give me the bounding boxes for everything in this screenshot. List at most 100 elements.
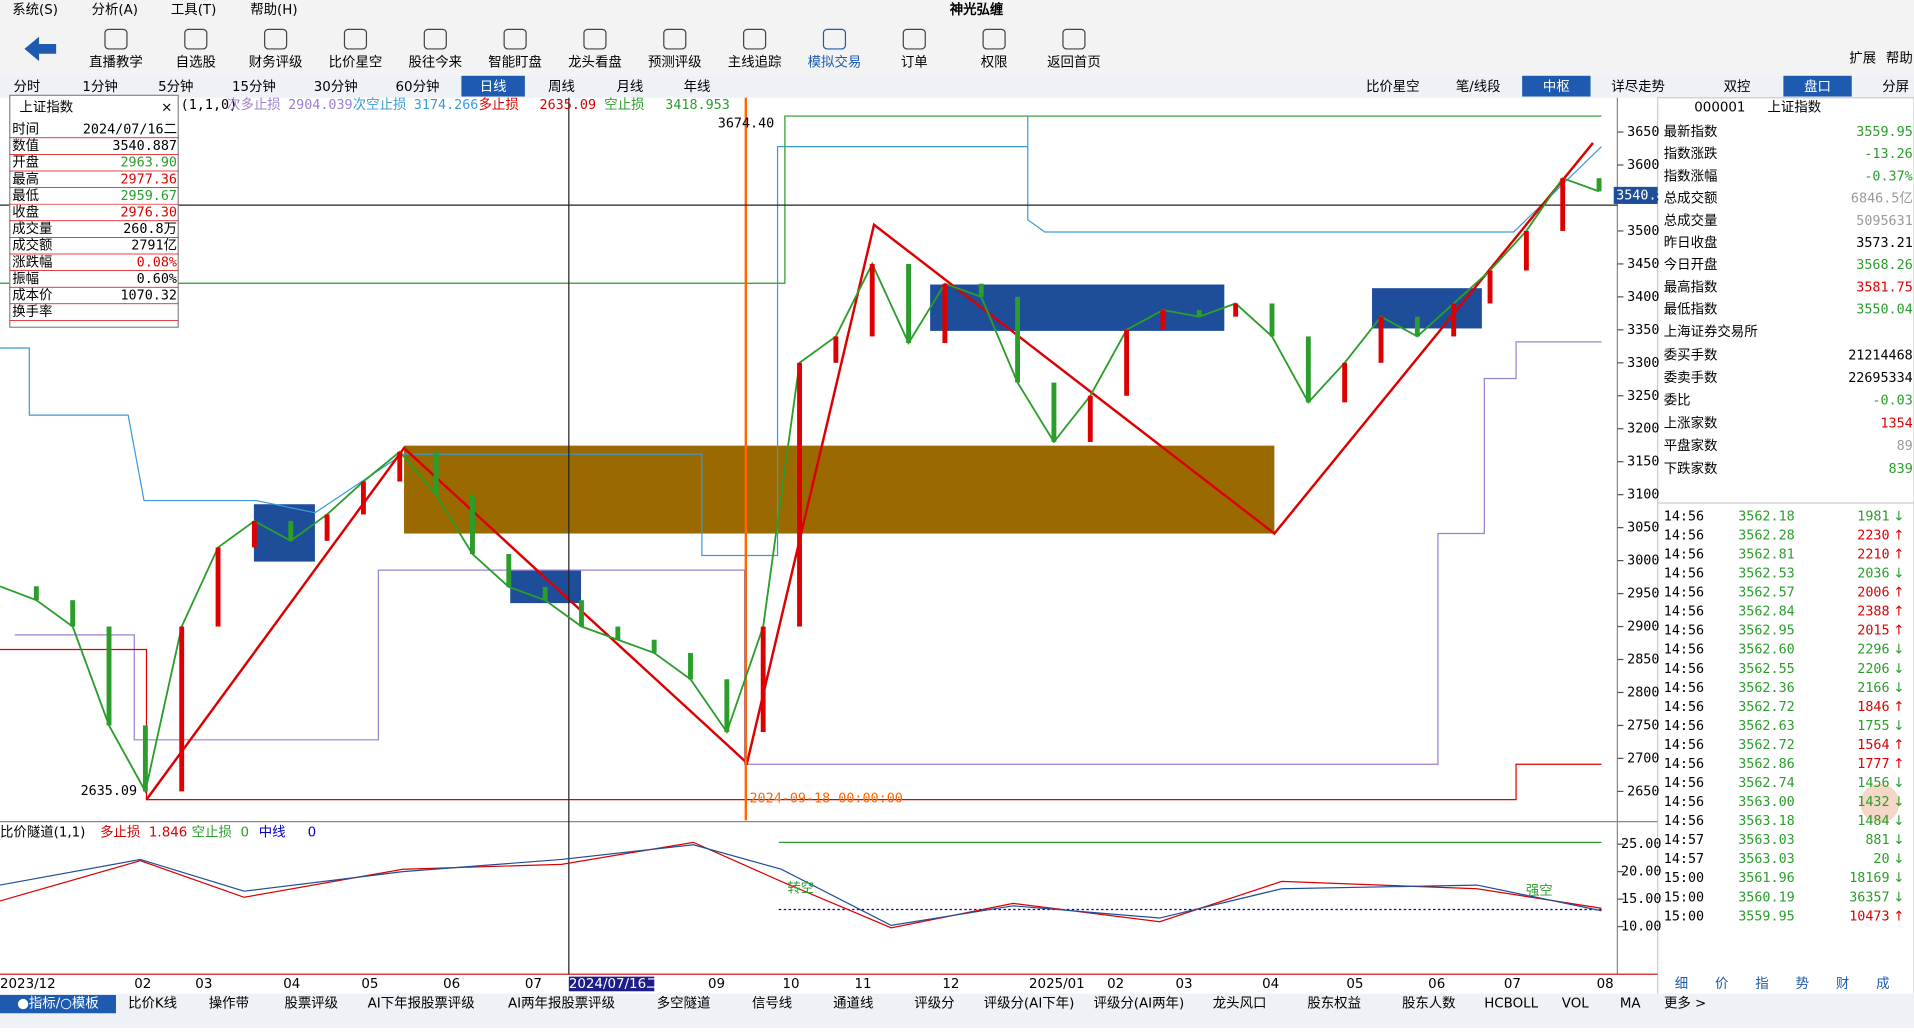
info-value: 1070.32 [120,289,177,304]
toolbar-icon[interactable] [982,28,1006,50]
x-tick-label: 07 [525,977,542,992]
panel-tab[interactable]: 成 [1876,976,1889,992]
toolbar-icon[interactable] [423,28,447,50]
indicator-tab[interactable]: 操作带 [209,995,249,1011]
indicator-tab[interactable]: 龙头风口 [1213,995,1267,1011]
candle [579,600,584,627]
trade-time: 14:56 [1664,567,1704,582]
zone [253,504,315,562]
indicator-tab[interactable]: 比价K线 [128,995,177,1011]
toolbar-button[interactable]: 帮助 [1886,51,1913,67]
indicator-tab[interactable]: AI下年报股票评级 [368,995,475,1011]
toolbar-icon[interactable] [264,28,288,50]
toolbar-icon[interactable] [343,28,368,50]
toolbar-button[interactable]: 返回首页 [1047,54,1101,70]
indicator-tab[interactable]: 评级分(AI下年) [984,995,1075,1011]
trade-arrow: ↓ [1893,890,1904,905]
panel-tab[interactable]: 指 [1755,976,1768,992]
period-tab[interactable]: 1分钟 [82,78,117,95]
panel-tab[interactable]: 势 [1796,976,1809,992]
indicator-tab[interactable]: AI两年报股票评级 [508,995,615,1011]
toolbar-icon[interactable] [1062,28,1086,50]
indicator-tab[interactable]: MA [1620,996,1642,1011]
period-tab[interactable]: 5分钟 [158,78,193,95]
info-label: 成本价 [12,288,52,304]
view-tab[interactable]: 双控 [1724,79,1751,95]
menu-item[interactable]: 系统(S) [12,2,58,18]
candle [1051,382,1057,442]
indicator-tab[interactable]: 股东人数 [1402,995,1456,1011]
indicator-tab[interactable]: 通道线 [833,995,873,1011]
indicator-tab[interactable]: 信号线 [752,995,792,1011]
x-tick-label: 06 [443,977,460,992]
view-tab[interactable]: 比价星空 [1366,79,1420,95]
view-tab[interactable]: 笔/线段 [1456,79,1501,95]
candle [106,626,112,726]
menu-item[interactable]: 工具(T) [171,3,216,18]
toolbar-button[interactable]: 直播教学 [89,54,143,70]
menu-item[interactable]: 帮助(H) [250,2,297,18]
info-value: 0.60% [137,272,177,287]
menu-item[interactable]: 分析(A) [92,2,138,18]
toolbar-button[interactable]: 模拟交易 [808,53,862,70]
toolbar-button[interactable]: 扩展 [1849,51,1876,67]
trade-price: 3562.60 [1738,643,1795,658]
toolbar-icon[interactable] [743,28,767,50]
view-tab[interactable]: 盘口 [1804,78,1831,95]
active-tab [1783,75,1852,97]
panel-tab[interactable]: 细 [1675,976,1688,992]
toolbar-button[interactable]: 预测评级 [648,54,702,70]
trade-volume: 1777 [1857,757,1889,772]
toolbar-icon[interactable] [104,28,128,50]
period-tab[interactable]: 分时 [13,79,40,95]
period-tab[interactable]: 15分钟 [232,78,276,95]
toolbar-icon[interactable] [902,28,926,50]
trade-price: 3562.74 [1738,776,1795,791]
y-tick-label: 15.00 [1621,892,1661,907]
indicator-tab[interactable]: 评级分 [914,995,954,1011]
indicator-tab[interactable]: HCBOLL [1484,996,1538,1011]
period-tab[interactable]: 日线 [480,79,507,95]
toolbar-button[interactable]: 智能盯盘 [488,53,542,70]
info-value: 0.08% [137,255,177,270]
view-tab[interactable]: 详尽走势 [1611,79,1665,95]
indicator-tab[interactable]: ●指标/○模板 [17,995,99,1011]
assistant-avatar[interactable] [1860,783,1900,823]
period-tab[interactable]: 月线 [616,79,643,95]
panel-tab[interactable]: 价 [1715,977,1728,992]
back-button[interactable] [24,36,57,62]
panel-tab[interactable]: 财 [1836,976,1849,992]
toolbar-icon[interactable] [503,28,527,50]
indicator-tab[interactable]: 评级分(AI两年) [1094,995,1185,1011]
close-button[interactable]: × [161,101,172,116]
period-tab[interactable]: 30分钟 [314,78,358,95]
period-tab[interactable]: 60分钟 [396,78,440,95]
indicator-tab[interactable]: 股东权益 [1307,994,1361,1011]
trade-arrow: ↓ [1893,795,1904,810]
toolbar-button[interactable]: 股往今来 [408,54,462,70]
view-tab[interactable]: 中枢 [1543,79,1570,95]
toolbar-button[interactable]: 订单 [901,54,928,70]
period-tab[interactable]: 周线 [548,79,575,95]
x-tick-label: 04 [283,977,300,992]
y-tick-label: 3250 [1627,389,1659,404]
toolbar-button[interactable]: 主线追踪 [728,54,782,70]
toolbar-icon[interactable] [184,28,208,50]
toolbar-icon[interactable] [583,28,607,50]
toolbar-button[interactable]: 龙头看盘 [568,53,622,70]
toolbar-button[interactable]: 财务评级 [249,54,303,70]
toolbar-button[interactable]: 比价星空 [329,54,383,70]
toolbar-button[interactable]: 权限 [981,53,1008,70]
indicator-tab[interactable]: 多空隧道 [657,994,711,1011]
y-tick-label: 3100 [1627,488,1659,503]
indicator-tab[interactable]: VOL [1562,996,1589,1011]
indicator-tab[interactable]: 股票评级 [284,995,338,1011]
toolbar-icon[interactable] [822,28,847,50]
period-tab[interactable]: 年线 [684,79,711,95]
toolbar-icon[interactable] [663,28,687,50]
indicator-tab[interactable]: 更多 > [1664,994,1706,1011]
y-tick-label: 3200 [1627,422,1659,437]
view-tab[interactable]: 分屏 [1882,79,1909,95]
toolbar-button[interactable]: 自选股 [176,54,216,70]
